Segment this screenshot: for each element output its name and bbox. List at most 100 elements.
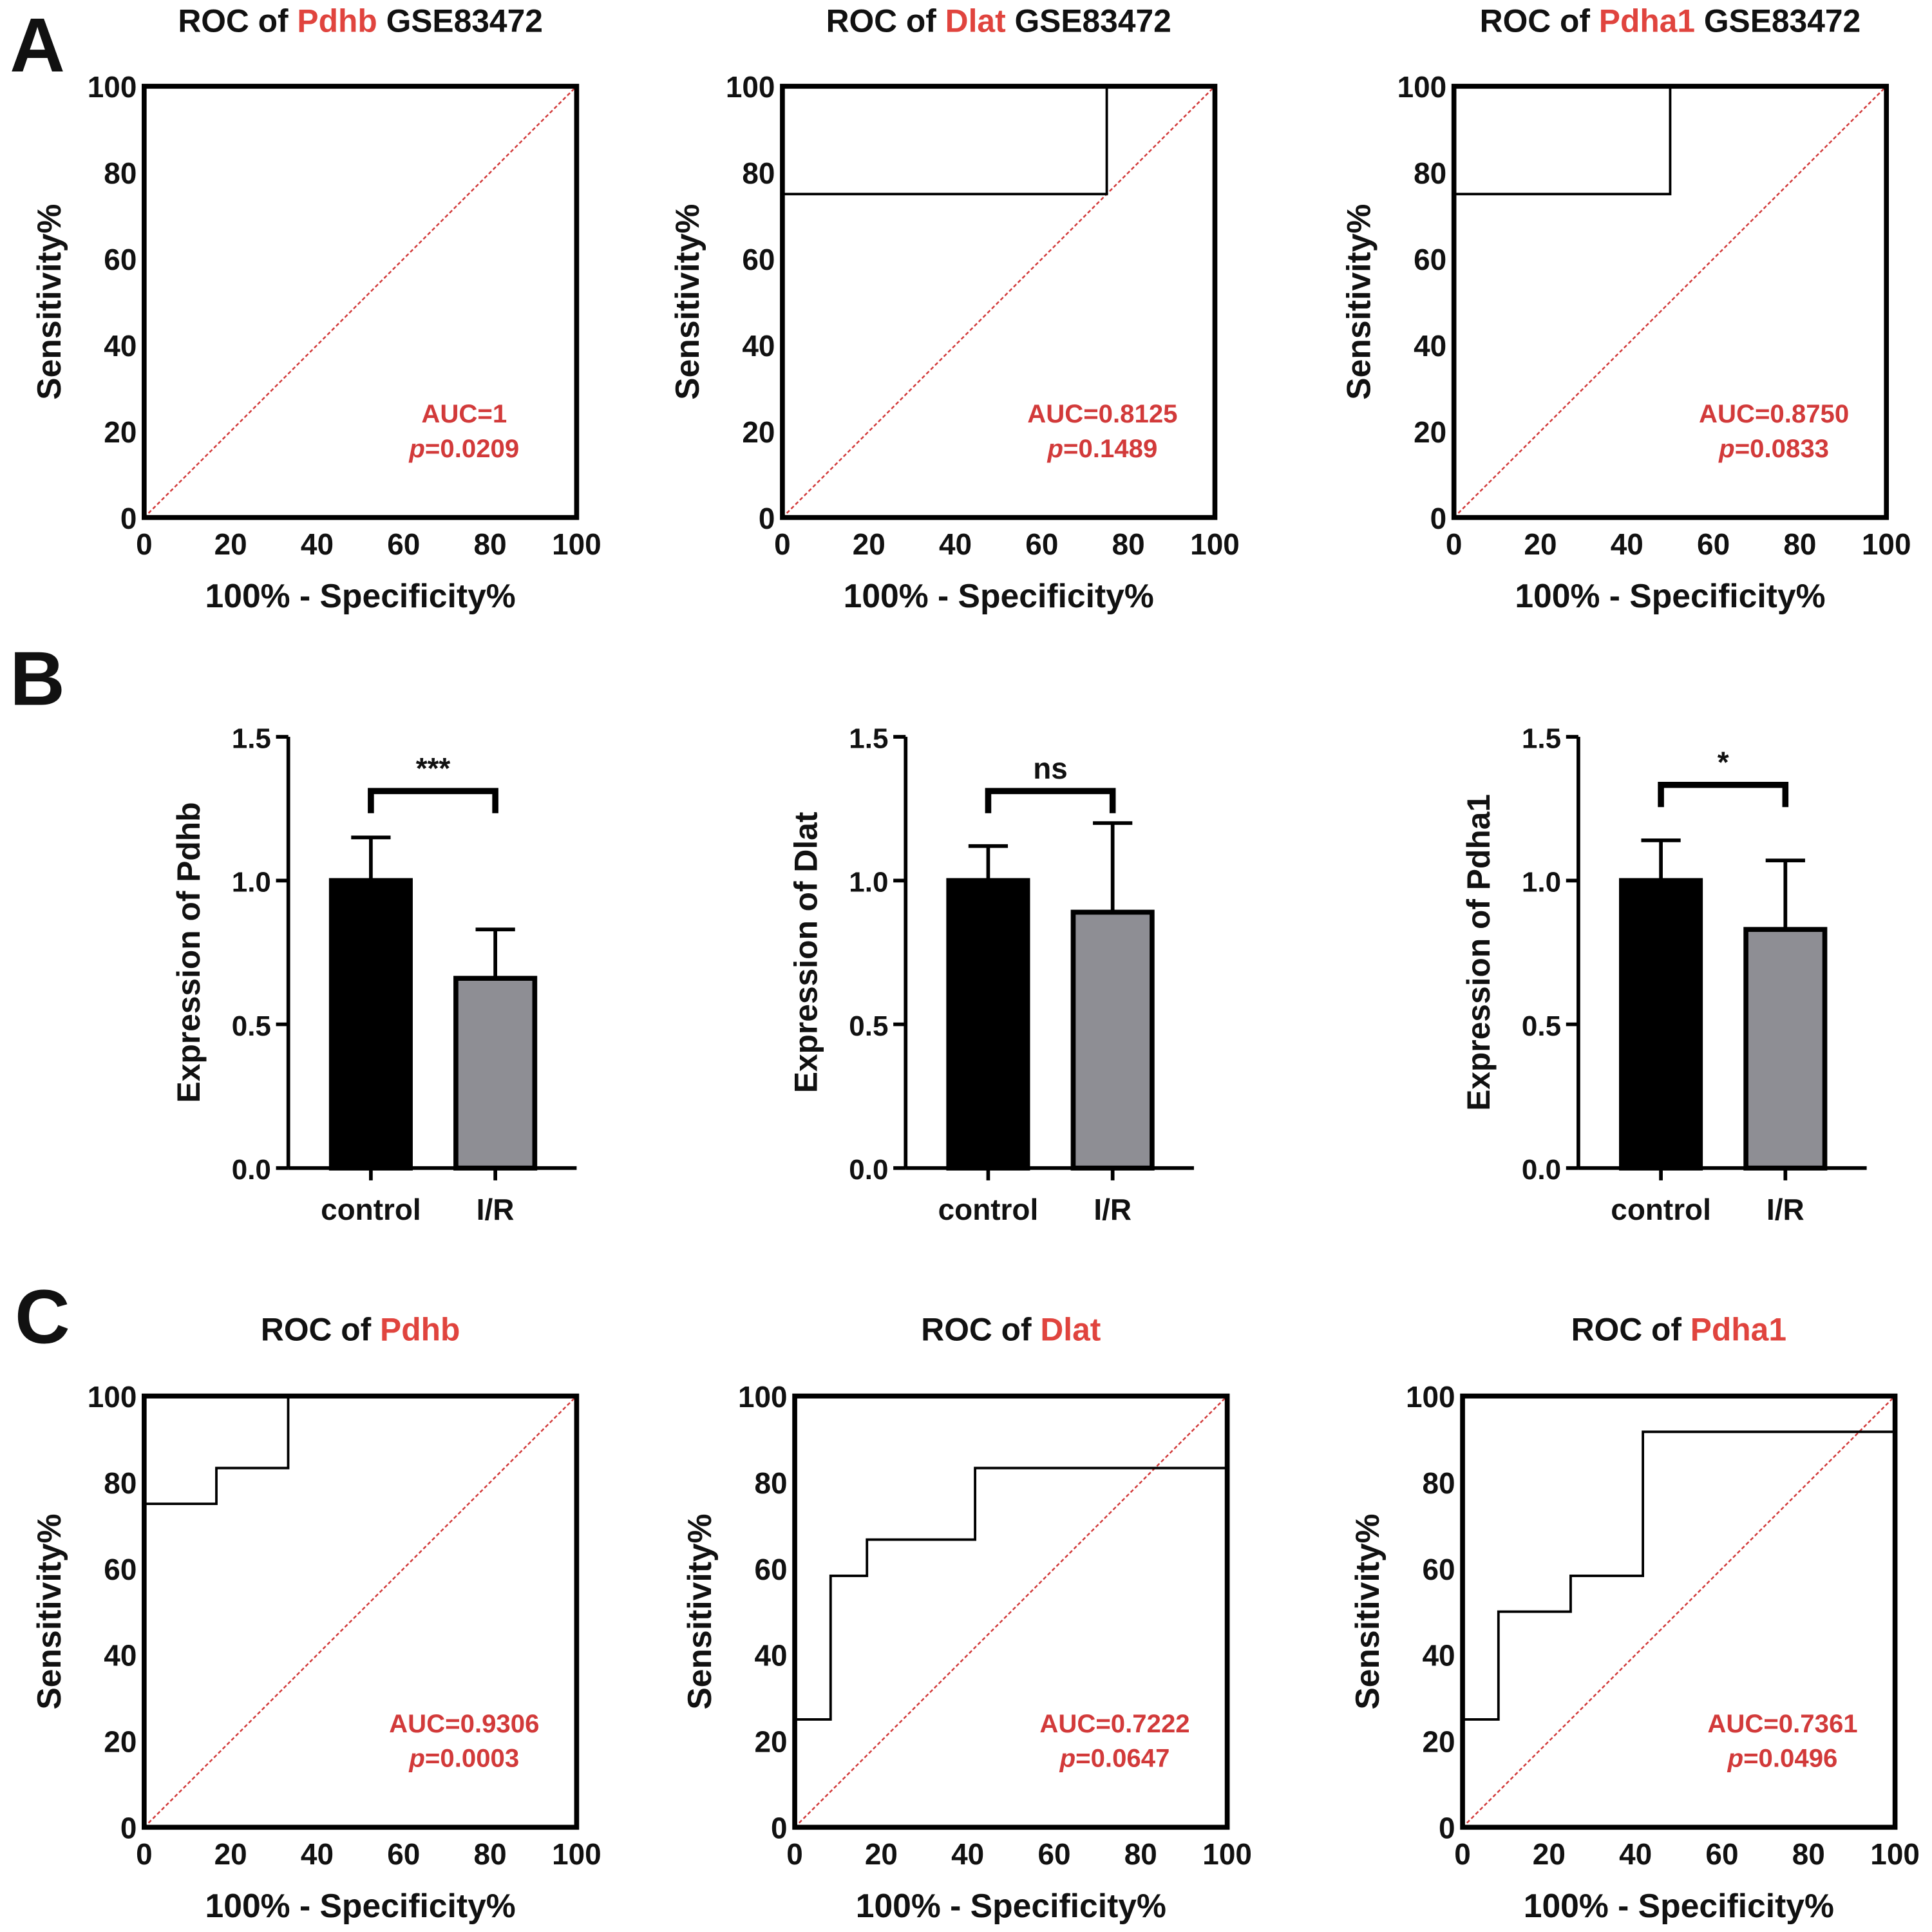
title-gene: Pdhb	[380, 1312, 460, 1348]
p-value-annotation: p=0.0003	[408, 1744, 519, 1773]
p-value: =0.0496	[1743, 1744, 1837, 1773]
y-tick-label: 40	[755, 1639, 788, 1672]
title-prefix: ROC of	[826, 3, 945, 39]
x-tick-label: 20	[214, 1837, 247, 1871]
y-axis-label: Sensitivity%	[681, 1513, 718, 1709]
y-axis-label: Sensitivity%	[668, 204, 706, 400]
y-axis-label: Sensitivity%	[1340, 204, 1378, 400]
auc-annotation: AUC=0.7222	[1039, 1709, 1189, 1738]
y-tick-label: 1.0	[232, 867, 271, 898]
x-tick-label: 100	[1862, 527, 1911, 561]
y-tick-label: 0.0	[849, 1154, 888, 1186]
charts: ROC of Pdhb GSE83472 0 20 40 60 80 100 0 20 40 60 8…	[30, 3, 1920, 1924]
p-symbol: p	[1718, 434, 1735, 463]
x-tick-label: 80	[1792, 1837, 1825, 1871]
chart-a-3: ROC of Pdha1 GSE83472 0 20 40 60 80 100 0 20 40 60…	[1340, 3, 1911, 614]
x-axis-label: 100% - Specificity%	[205, 1887, 516, 1924]
y-tick-label: 80	[742, 156, 775, 190]
title-gene: Pdhb	[297, 3, 377, 39]
plot-frame	[780, 84, 1218, 520]
y-tick-label: 60	[742, 243, 775, 276]
title-prefix: ROC of	[178, 3, 297, 39]
auc-annotation: AUC=0.7361	[1707, 1709, 1857, 1738]
chart-c-2: ROC of Dlat 0 20 40 60 80 100 0 20 40 60 80 100 100% …	[681, 1312, 1252, 1924]
x-tick-label: 40	[301, 1837, 334, 1871]
chart-title: ROC of Pdhb GSE83472	[178, 3, 543, 39]
auc-annotation: AUC=0.9306	[389, 1709, 539, 1738]
y-tick-label: 100	[88, 70, 137, 104]
x-tick-label: 80	[1124, 1837, 1157, 1871]
x-tick-label: 0	[786, 1837, 803, 1871]
chart-title: ROC of Pdha1 GSE83472	[1480, 3, 1861, 39]
x-tick-label: 60	[1025, 527, 1058, 561]
x-tick-label: 100	[1870, 1837, 1920, 1871]
y-tick-label: 1.5	[232, 723, 271, 754]
plot-frame	[142, 1393, 580, 1830]
category-label: control	[321, 1193, 421, 1226]
p-value: =0.0003	[425, 1744, 519, 1773]
significance-bracket	[985, 788, 1116, 813]
x-tick-label: 20	[865, 1837, 898, 1871]
x-tick-label: 60	[387, 527, 420, 561]
panel-label-c: C	[15, 1274, 70, 1359]
y-tick-label: 60	[104, 243, 137, 276]
chart-a-2: ROC of Dlat GSE83472 0 20 40 60 80 100 0 20 40 60 8…	[668, 3, 1240, 614]
y-axis-label: Expression of Pdhb	[171, 802, 207, 1103]
y-tick-label: 20	[1414, 415, 1446, 449]
plot-frame	[792, 1393, 1230, 1830]
chart-c-3: ROC of Pdha1 0 20 40 60 80 100 0 20 40 60 80 100 100%…	[1349, 1312, 1920, 1924]
y-tick-label: 40	[104, 1639, 137, 1672]
x-tick-label: 0	[136, 527, 153, 561]
p-symbol: p	[408, 1744, 425, 1773]
p-symbol: p	[1046, 434, 1063, 463]
y-tick-label: 60	[1423, 1553, 1455, 1586]
y-tick-label: 20	[1423, 1725, 1455, 1759]
title-gene: Dlat	[945, 3, 1006, 39]
x-tick-label: 100	[1202, 1837, 1252, 1871]
reference-diagonal	[794, 1395, 1228, 1828]
bar-control	[328, 878, 413, 1171]
y-tick-label: 1.5	[849, 723, 888, 754]
category-label: control	[938, 1193, 1039, 1226]
x-tick-label: 40	[1619, 1837, 1652, 1871]
panel-label-a: A	[10, 3, 65, 88]
y-tick-label: 1.0	[1522, 867, 1561, 898]
bar-ir	[1743, 927, 1828, 1171]
significance-bracket	[1658, 781, 1789, 808]
y-tick-label: 80	[755, 1466, 788, 1500]
x-axis-label: 100% - Specificity%	[1524, 1887, 1834, 1924]
x-tick-label: 40	[939, 527, 972, 561]
p-value: =0.0209	[425, 434, 519, 463]
x-tick-label: 80	[1112, 527, 1145, 561]
p-value-annotation: p=0.0209	[408, 434, 519, 463]
x-tick-label: 100	[1190, 527, 1240, 561]
y-tick-label: 0.5	[849, 1010, 888, 1042]
y-tick-label: 80	[1423, 1466, 1455, 1500]
y-tick-label: 60	[1414, 243, 1446, 276]
reference-diagonal	[1462, 1395, 1896, 1828]
chart-a-1: ROC of Pdhb GSE83472 0 20 40 60 80 100 0 20 40 60 8…	[30, 3, 601, 614]
y-tick-label: 1.5	[1522, 723, 1561, 754]
chart-title: ROC of Dlat GSE83472	[826, 3, 1171, 39]
p-symbol: p	[1059, 1744, 1076, 1773]
y-tick-label: 60	[755, 1553, 788, 1586]
category-label: I/R	[1766, 1193, 1804, 1226]
plot-frame	[1451, 84, 1889, 520]
y-tick-label: 0.0	[232, 1154, 271, 1186]
chart-title: ROC of Pdhb	[261, 1312, 460, 1348]
x-tick-label: 20	[1524, 527, 1557, 561]
y-tick-label: 20	[742, 415, 775, 449]
x-tick-label: 40	[301, 527, 334, 561]
x-tick-label: 20	[853, 527, 886, 561]
significance-label: ***	[416, 752, 451, 785]
x-tick-label: 0	[774, 527, 791, 561]
y-tick-label: 0.5	[232, 1010, 271, 1042]
y-tick-label: 100	[738, 1380, 788, 1414]
significance-bracket	[368, 788, 498, 813]
y-tick-label: 20	[104, 1725, 137, 1759]
significance-label: ns	[1033, 752, 1068, 785]
x-axis-label: 100% - Specificity%	[844, 577, 1154, 614]
x-tick-label: 40	[951, 1837, 984, 1871]
y-axis-label: Sensitivity%	[1349, 1513, 1386, 1709]
y-tick-label: 100	[726, 70, 775, 104]
